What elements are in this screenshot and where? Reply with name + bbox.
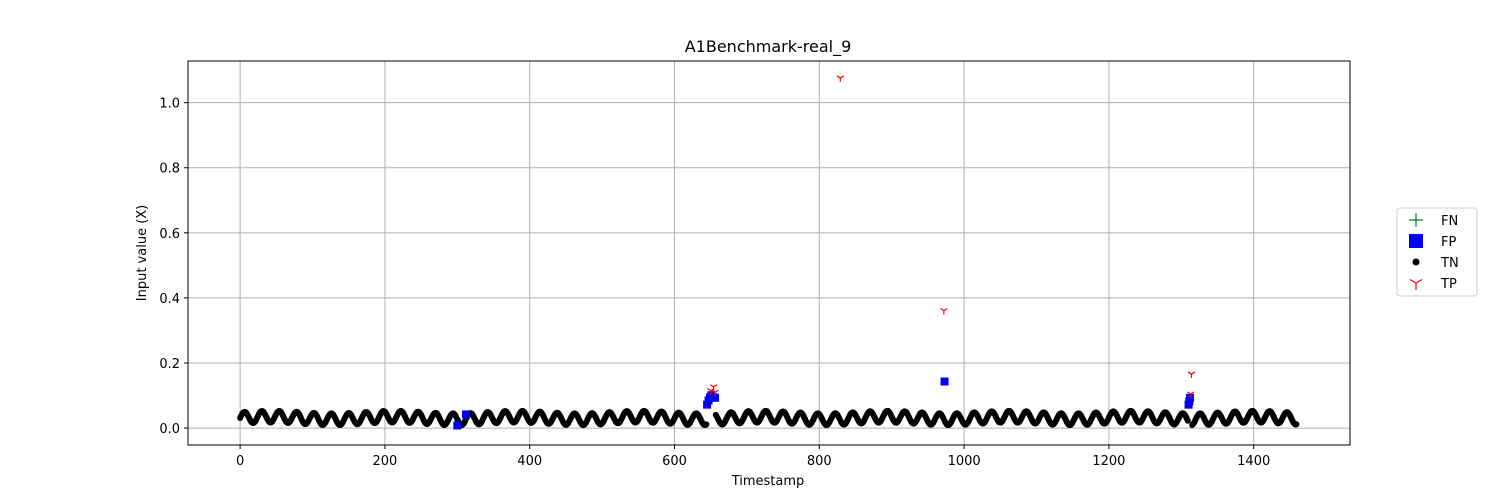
plot-data [237, 75, 1300, 430]
grid [188, 61, 1350, 445]
legend-marker-tp-right [1415, 278, 1423, 284]
x-tick-label: 800 [807, 454, 832, 469]
y-axis-title: Input value (X) [135, 205, 150, 301]
tp-point-right [1191, 371, 1196, 375]
tp-point-right [713, 384, 718, 388]
y-tick-label: 1.0 [159, 97, 180, 112]
tn-point [1293, 421, 1300, 428]
tp-point-right [943, 308, 948, 312]
tp-point-left [1186, 391, 1192, 395]
tp-point [940, 308, 948, 315]
legend-label-fp: FP [1441, 235, 1456, 250]
y-tick-label: 0.6 [159, 227, 180, 242]
fp-point [453, 421, 462, 430]
x-axis-title: Timestamp [731, 474, 805, 489]
tp-point-left [940, 308, 945, 312]
fp-point [703, 400, 712, 409]
tp-point-left [709, 384, 714, 388]
legend-marker-fp [1409, 234, 1423, 248]
tp-point-left [836, 75, 841, 79]
x-tick-label: 1200 [1092, 454, 1125, 469]
fp-point [940, 377, 949, 386]
tn-point [703, 421, 710, 428]
legend-label-tp: TP [1440, 277, 1457, 292]
tp-point-right [840, 75, 845, 79]
legend-frame [1396, 207, 1478, 297]
chart-title: A1Benchmark-real_9 [685, 37, 852, 57]
legend-marker-tn [1412, 258, 1420, 266]
tp-point-left [711, 389, 716, 393]
tp-point-right [714, 389, 719, 393]
tn-point [1184, 417, 1191, 424]
legend-label-fn: FN [1441, 214, 1458, 229]
x-tick-label: 400 [517, 454, 542, 469]
tp-point [709, 384, 718, 391]
x-tick-label: 0 [236, 454, 244, 469]
fp-point [711, 393, 720, 402]
tp-point-left [706, 388, 712, 392]
y-tick-label: 0.2 [159, 357, 180, 372]
tp-point [711, 389, 719, 397]
axis-ticks: 0 200 400 600 800 1000 1200 1400 0.0 0.2 0.4 0.6 0.8… [159, 97, 1270, 469]
fp-point [1185, 393, 1194, 402]
tp-point-left [1187, 371, 1192, 375]
y-tick-label: 0.8 [159, 162, 180, 177]
legend-label-tn: TN [1440, 256, 1459, 271]
y-tick-label: 0.4 [159, 292, 180, 307]
legend-marker-tp [1409, 278, 1423, 290]
tp-point [836, 75, 845, 82]
tp-point [1187, 371, 1196, 379]
x-tick-label: 1400 [1237, 454, 1270, 469]
fp-point [462, 410, 471, 419]
tp-point [1186, 391, 1195, 398]
tp-point-right [1190, 391, 1195, 395]
legend-marker-tp-left [1409, 278, 1417, 284]
legend-marker-fn [1409, 213, 1423, 227]
y-tick-label: 0.0 [159, 422, 180, 437]
plot-area-frame [187, 60, 1351, 446]
x-tick-label: 1000 [948, 454, 981, 469]
x-tick-label: 200 [373, 454, 398, 469]
legend: FN FP TN TP [1396, 207, 1478, 297]
x-tick-label: 600 [662, 454, 687, 469]
